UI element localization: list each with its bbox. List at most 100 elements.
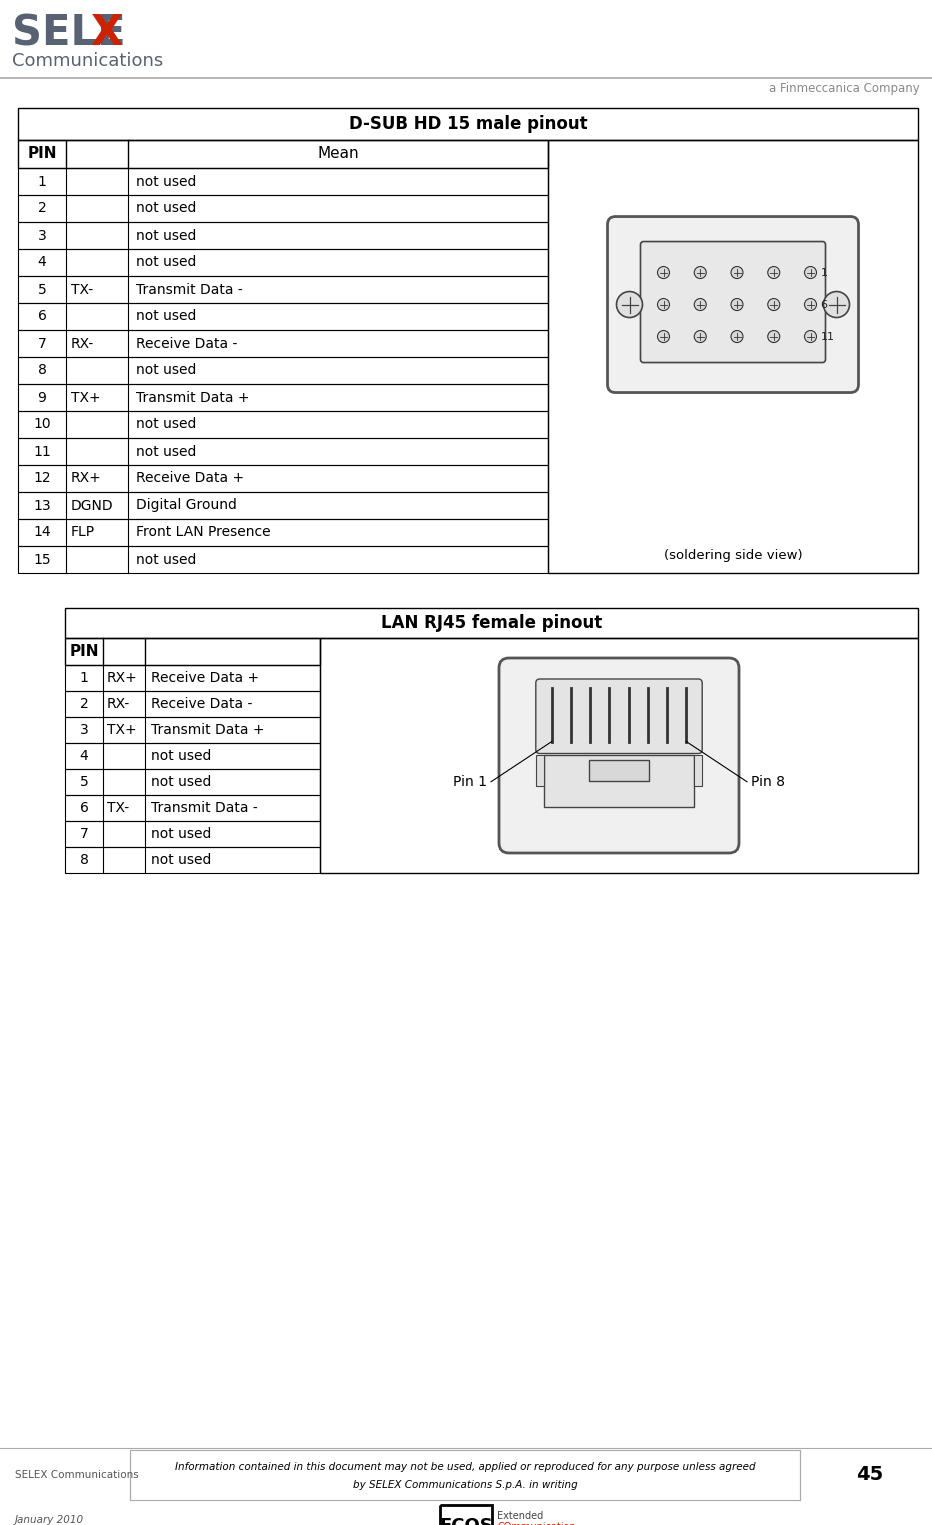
Circle shape <box>804 299 816 311</box>
Bar <box>18 493 548 518</box>
Text: Transmit Data -: Transmit Data - <box>136 282 242 296</box>
Circle shape <box>768 267 780 279</box>
Text: 3: 3 <box>79 723 89 737</box>
Text: PIN: PIN <box>27 146 57 162</box>
Bar <box>65 717 320 743</box>
Text: 4: 4 <box>79 749 89 762</box>
Text: 10: 10 <box>34 418 51 432</box>
Bar <box>18 168 548 195</box>
Text: not used: not used <box>136 229 197 242</box>
FancyBboxPatch shape <box>536 679 702 753</box>
Text: (soldering side view): (soldering side view) <box>664 549 802 561</box>
Text: Receive Data -: Receive Data - <box>136 337 238 351</box>
Circle shape <box>731 267 743 279</box>
Bar <box>65 846 320 872</box>
Text: not used: not used <box>136 310 197 323</box>
Bar <box>18 384 548 412</box>
Text: by SELEX Communications S.p.A. in writing: by SELEX Communications S.p.A. in writin… <box>352 1479 578 1490</box>
Bar <box>65 665 320 691</box>
Text: not used: not used <box>136 363 197 378</box>
Bar <box>65 820 320 846</box>
Text: Communications: Communications <box>12 52 163 70</box>
Bar <box>65 691 320 717</box>
Text: 6: 6 <box>79 801 89 814</box>
Text: 1: 1 <box>37 174 47 189</box>
Bar <box>440 1505 492 1525</box>
Text: Receive Data -: Receive Data - <box>151 697 253 711</box>
Text: 8: 8 <box>37 363 47 378</box>
FancyBboxPatch shape <box>640 241 826 363</box>
Bar <box>18 140 548 168</box>
Bar <box>18 329 548 357</box>
Text: 3: 3 <box>37 229 47 242</box>
Text: 13: 13 <box>34 499 51 512</box>
Bar <box>320 637 918 872</box>
Bar <box>18 108 918 140</box>
Circle shape <box>804 267 816 279</box>
Text: Digital Ground: Digital Ground <box>136 499 237 512</box>
Bar <box>18 438 548 465</box>
Text: Transmit Data -: Transmit Data - <box>151 801 258 814</box>
Text: 5: 5 <box>79 775 89 788</box>
Bar <box>536 755 544 785</box>
Text: 9: 9 <box>37 390 47 404</box>
Text: X: X <box>90 12 122 53</box>
Bar <box>18 465 548 493</box>
Text: Transmit Data +: Transmit Data + <box>136 390 250 404</box>
Text: not used: not used <box>136 444 197 459</box>
Bar <box>65 769 320 795</box>
Circle shape <box>657 331 669 343</box>
Text: not used: not used <box>151 827 212 840</box>
Text: TX-: TX- <box>71 282 93 296</box>
Text: 6: 6 <box>820 299 828 310</box>
Bar <box>548 140 918 573</box>
Circle shape <box>824 291 849 317</box>
Circle shape <box>768 331 780 343</box>
Text: 45: 45 <box>857 1466 884 1484</box>
Text: PIN: PIN <box>69 644 99 659</box>
Circle shape <box>694 267 706 279</box>
Text: Extended: Extended <box>497 1511 543 1520</box>
Circle shape <box>731 331 743 343</box>
Text: 2: 2 <box>79 697 89 711</box>
Bar <box>18 249 548 276</box>
Text: 6: 6 <box>37 310 47 323</box>
Text: RX+: RX+ <box>107 671 138 685</box>
Text: 11: 11 <box>34 444 51 459</box>
Text: Front LAN Presence: Front LAN Presence <box>136 526 270 540</box>
Bar <box>544 755 693 807</box>
Bar <box>65 795 320 820</box>
Text: Receive Data +: Receive Data + <box>136 471 244 485</box>
Text: not used: not used <box>136 552 197 566</box>
Bar <box>130 1450 800 1501</box>
Text: D-SUB HD 15 male pinout: D-SUB HD 15 male pinout <box>349 114 587 133</box>
Text: 8: 8 <box>79 852 89 868</box>
Text: ECOS: ECOS <box>439 1517 493 1525</box>
Text: 5: 5 <box>37 282 47 296</box>
Circle shape <box>657 299 669 311</box>
Bar <box>589 759 649 781</box>
Text: 2: 2 <box>37 201 47 215</box>
Bar <box>18 518 548 546</box>
Bar <box>18 412 548 438</box>
Text: not used: not used <box>151 852 212 868</box>
Text: not used: not used <box>136 201 197 215</box>
Text: 12: 12 <box>34 471 51 485</box>
Text: January 2010: January 2010 <box>15 1514 84 1525</box>
Text: 1: 1 <box>820 267 828 278</box>
Text: Information contained in this document may not be used, applied or reproduced fo: Information contained in this document m… <box>174 1462 755 1473</box>
Text: RX+: RX+ <box>71 471 102 485</box>
Text: SELEX Communications: SELEX Communications <box>15 1470 139 1479</box>
Text: Transmit Data +: Transmit Data + <box>151 723 265 737</box>
Bar <box>693 755 702 785</box>
Text: SELE: SELE <box>12 12 126 53</box>
Text: FLP: FLP <box>71 526 95 540</box>
Text: TX+: TX+ <box>107 723 137 737</box>
Text: a Finmeccanica Company: a Finmeccanica Company <box>769 82 920 95</box>
Text: 7: 7 <box>79 827 89 840</box>
Text: DGND: DGND <box>71 499 114 512</box>
Text: LAN RJ45 female pinout: LAN RJ45 female pinout <box>381 615 602 631</box>
Bar <box>18 303 548 329</box>
Text: Pin 8: Pin 8 <box>751 775 785 788</box>
Text: 15: 15 <box>34 552 51 566</box>
